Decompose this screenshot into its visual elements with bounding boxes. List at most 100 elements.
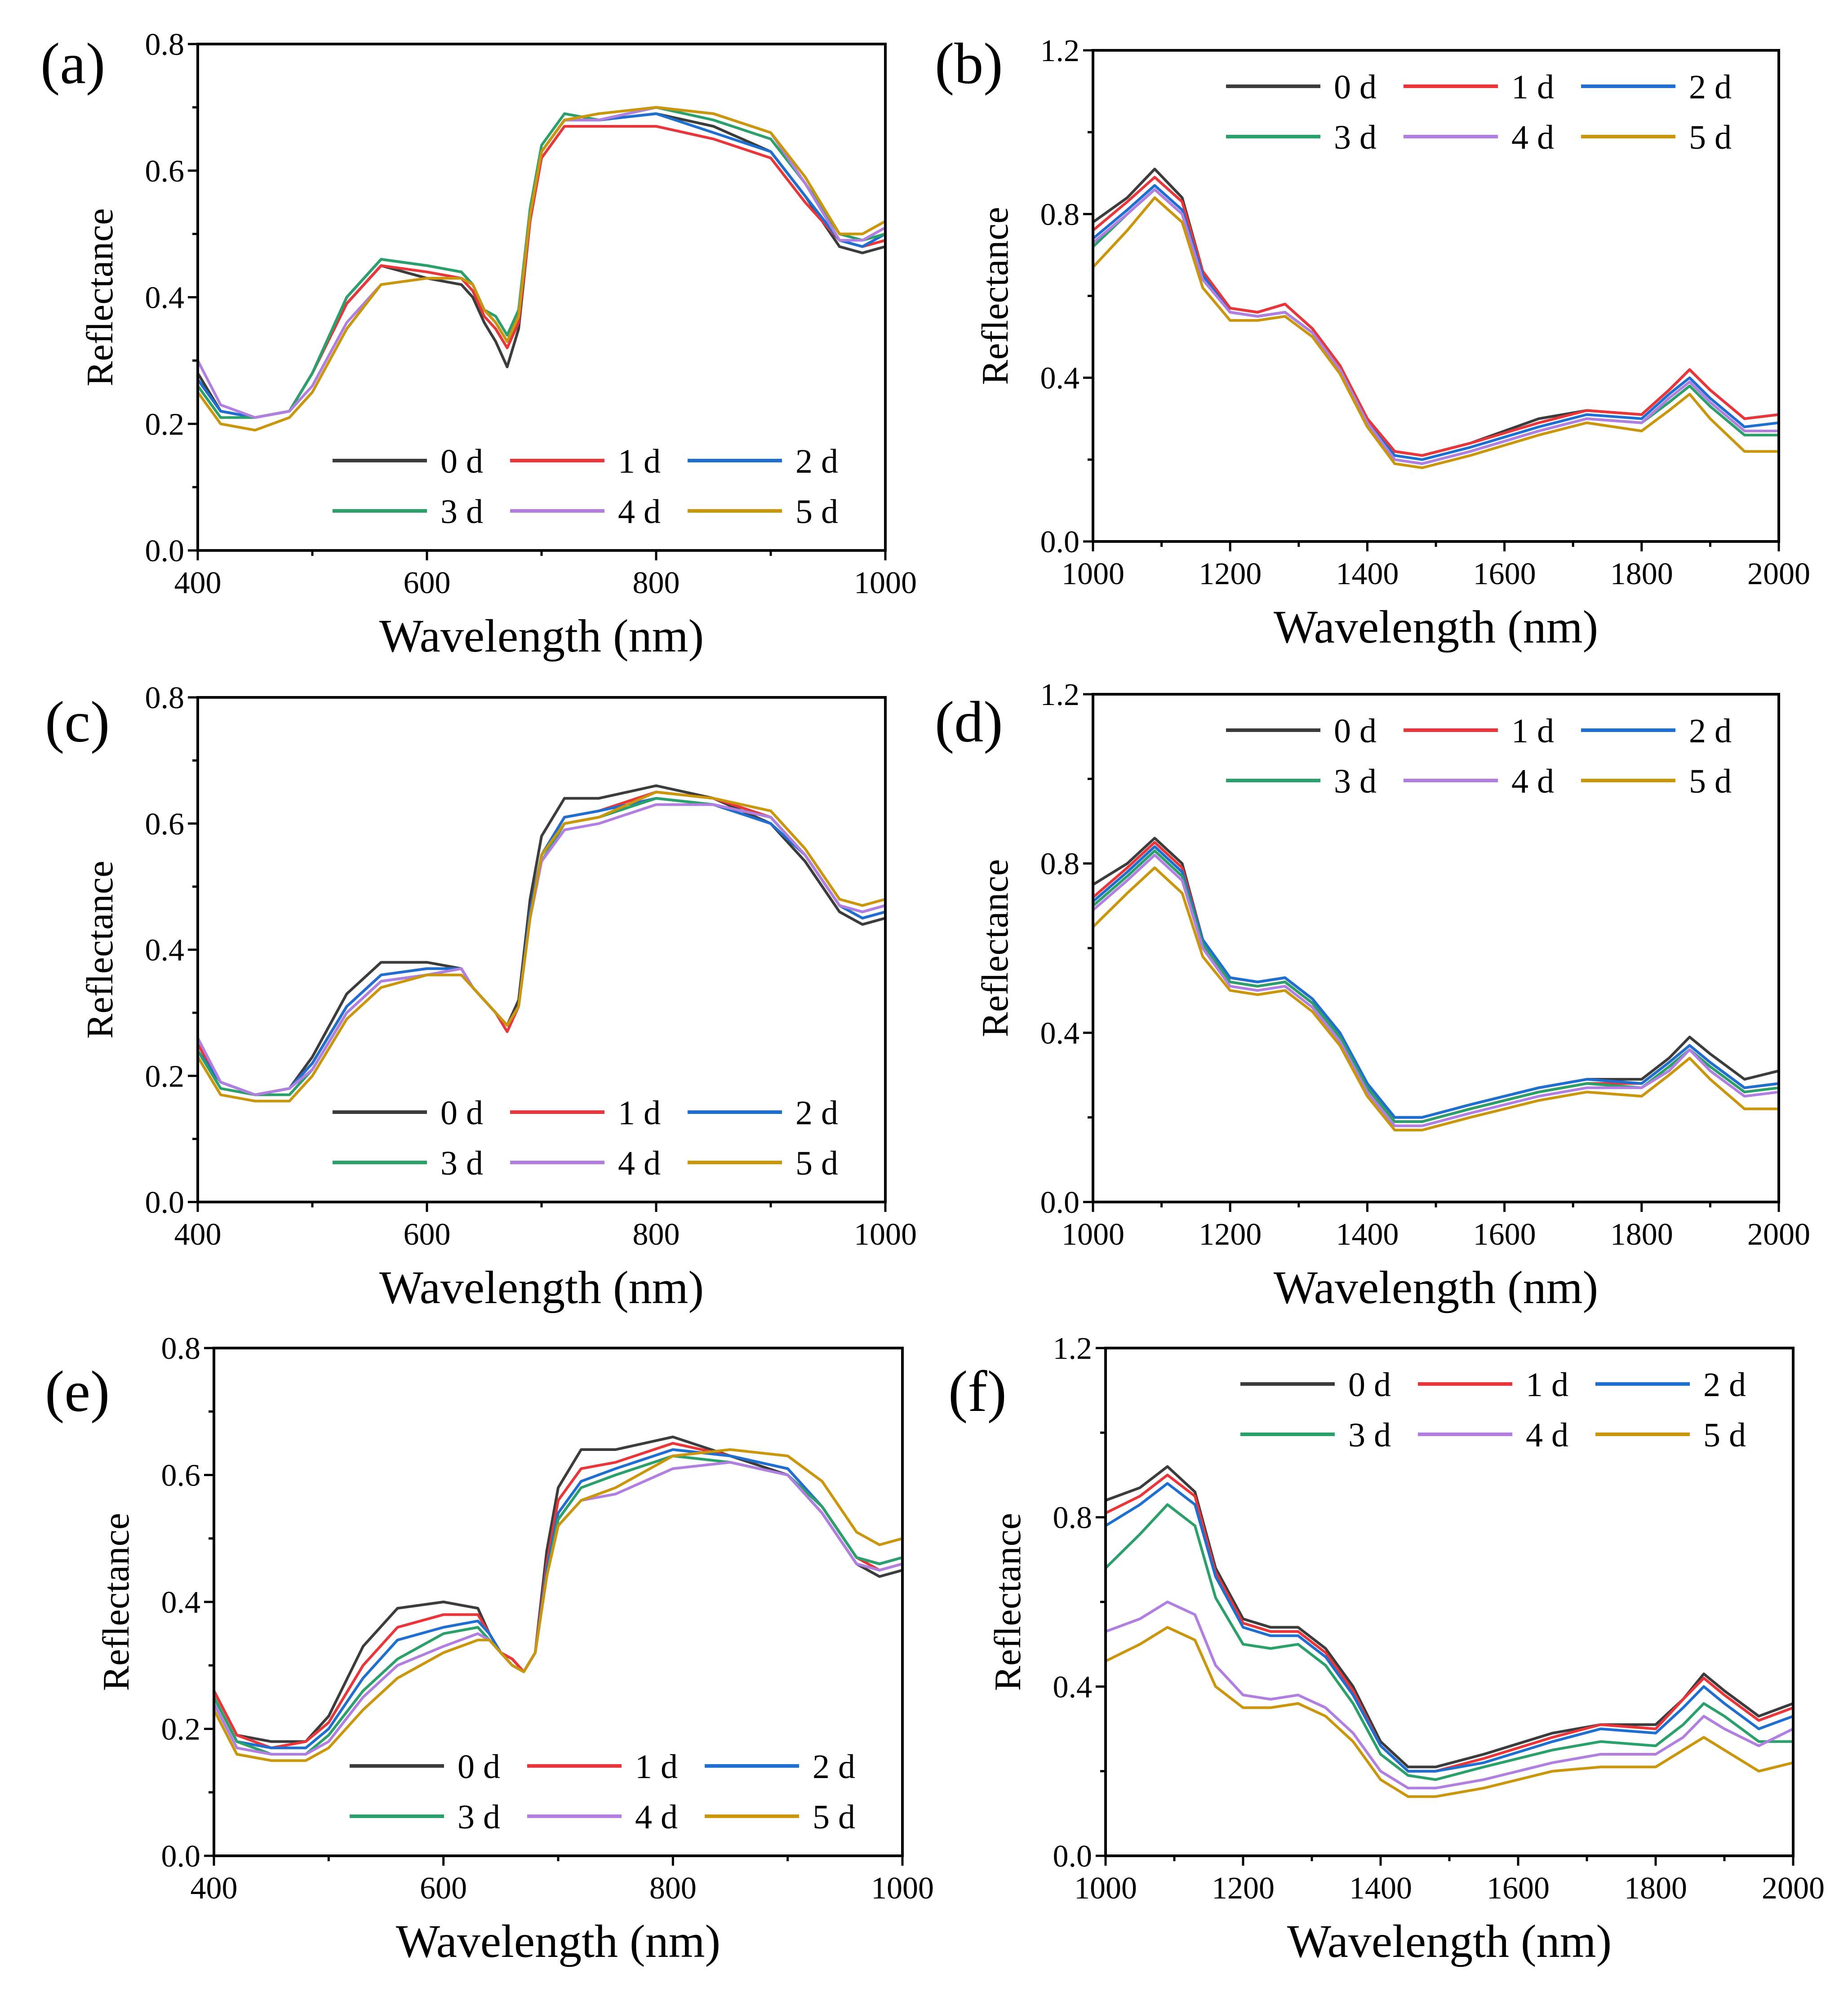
legend-label: 5 d	[1689, 119, 1732, 156]
x-tick-label: 1800	[1610, 1217, 1673, 1252]
legend-label: 0 d	[440, 443, 483, 480]
series-line-5d	[198, 790, 885, 1103]
legend-label: 4 d	[618, 493, 661, 531]
y-tick-label: 0.6	[145, 807, 185, 842]
series-line-3d	[1106, 1503, 1793, 1781]
x-axis-title: Wavelength (nm)	[1274, 601, 1598, 653]
legend-label: 1 d	[1526, 1366, 1568, 1404]
legend-label: 2 d	[795, 443, 838, 480]
legend: 0 d 1 d 2 d 3 d 4 d 5 d	[333, 443, 838, 531]
chart-panel-f: (f) 1000 1200 1400 1600 1800 2000 0.0 0.4 0.8 1.2 W…	[948, 1331, 1825, 1967]
series-group	[214, 1435, 902, 1762]
panel-label: (f)	[948, 1359, 1007, 1424]
x-tick-label: 1400	[1336, 557, 1399, 591]
legend-label: 3 d	[440, 1144, 483, 1182]
legend: 0 d 1 d 2 d 3 d 4 d 5 d	[333, 1094, 838, 1182]
legend-label: 0 d	[1334, 68, 1377, 106]
plot-frame	[213, 1347, 904, 1857]
x-tick-label: 1200	[1199, 557, 1262, 591]
plot-frame	[1092, 49, 1780, 543]
legend-label: 1 d	[618, 443, 661, 480]
legend-label: 1 d	[635, 1748, 678, 1786]
chart-panel-d: (d) 1000 1200 1400 1600 1800 2000 0.0 0.4 0.8 1.2 W…	[935, 678, 1810, 1313]
series-line-5d	[1093, 866, 1779, 1131]
series-line-2d	[1106, 1482, 1793, 1773]
legend-label: 5 d	[813, 1798, 855, 1836]
x-tick-label: 600	[420, 1871, 467, 1906]
x-tick-label: 2000	[1762, 1871, 1825, 1906]
series-line-4d	[1093, 188, 1779, 465]
legend-label: 4 d	[635, 1798, 678, 1836]
chart-panel-a: (a) 400 600 800 1000 0.0 0.2 0.4 0.6 0.8 Wavelengt…	[40, 27, 917, 662]
legend-label: 3 d	[1348, 1416, 1391, 1454]
x-tick-label: 800	[633, 1217, 680, 1252]
legend-label: 0 d	[440, 1094, 483, 1132]
x-tick-label: 400	[191, 1871, 238, 1906]
x-axis-title: Wavelength (nm)	[379, 610, 704, 662]
y-tick-label: 1.2	[1040, 678, 1080, 712]
x-axis-title: Wavelength (nm)	[396, 1916, 720, 1967]
y-tick-label: 0.2	[145, 1059, 185, 1094]
y-tick-label: 0.0	[145, 534, 185, 568]
series-line-5d	[198, 106, 885, 432]
y-tick-label: 0.8	[1040, 197, 1080, 232]
x-tick-label: 1600	[1473, 557, 1536, 591]
legend-label: 1 d	[618, 1094, 661, 1132]
y-tick-label: 0.6	[145, 154, 185, 189]
legend-label: 3 d	[440, 493, 483, 531]
legend-label: 0 d	[1334, 712, 1377, 750]
legend-label: 2 d	[795, 1094, 838, 1132]
x-tick-label: 1000	[1062, 557, 1124, 591]
series-line-3d	[1093, 849, 1779, 1123]
series-line-5d	[1093, 196, 1779, 469]
series-line-1d	[1106, 1473, 1793, 1773]
y-tick-label: 0.0	[1053, 1839, 1093, 1874]
chart-panel-e: (e) 400 600 800 1000 0.0 0.2 0.4 0.6 0.8 Wavelengt…	[45, 1331, 934, 1967]
legend-label: 2 d	[1689, 68, 1732, 106]
panel-label: (d)	[935, 690, 1003, 754]
x-axis-title: Wavelength (nm)	[379, 1262, 704, 1313]
legend-label: 5 d	[795, 493, 838, 531]
y-tick-label: 0.8	[1053, 1501, 1093, 1535]
x-tick-label: 1400	[1349, 1871, 1412, 1906]
y-tick-label: 0.8	[145, 27, 185, 62]
plot-frame	[1104, 1347, 1795, 1857]
x-tick-label: 800	[649, 1871, 697, 1906]
plot-frame	[196, 43, 887, 552]
legend-label: 5 d	[1689, 763, 1732, 800]
panel-label: (b)	[935, 31, 1003, 96]
series-line-3d	[1093, 188, 1779, 465]
chart-panel-c: (c) 400 600 800 1000 0.0 0.2 0.4 0.6 0.8 Wavelengt…	[45, 681, 917, 1313]
series-line-2d	[1093, 845, 1779, 1119]
legend-label: 4 d	[1511, 119, 1554, 156]
legend-label: 3 d	[458, 1798, 500, 1836]
y-tick-label: 0.0	[1040, 1185, 1080, 1220]
legend-label: 5 d	[1703, 1416, 1746, 1454]
legend-label: 5 d	[795, 1144, 838, 1182]
legend-label: 4 d	[1511, 763, 1554, 800]
y-tick-label: 0.4	[1040, 361, 1080, 396]
panel-label: (e)	[45, 1359, 110, 1424]
y-tick-label: 0.2	[161, 1712, 201, 1747]
y-axis-title: Reflectance	[95, 1513, 137, 1691]
series-line-3d	[198, 106, 885, 419]
y-axis-title: Reflectance	[987, 1513, 1029, 1691]
x-axis-title: Wavelength (nm)	[1287, 1916, 1612, 1967]
x-tick-label: 1000	[854, 1217, 917, 1252]
series-group	[1106, 1465, 1793, 1798]
series-line-5d	[1106, 1626, 1793, 1798]
y-tick-label: 0.4	[1053, 1670, 1093, 1704]
legend-label: 2 d	[1689, 712, 1732, 750]
x-tick-label: 2000	[1747, 1217, 1810, 1252]
series-line-0d	[1093, 837, 1779, 1119]
series-group	[198, 784, 885, 1103]
legend-label: 1 d	[1511, 68, 1554, 106]
y-tick-label: 0.8	[145, 681, 185, 715]
y-tick-label: 0.8	[161, 1331, 201, 1366]
legend: 0 d 1 d 2 d 3 d 4 d 5 d	[1226, 712, 1732, 800]
panel-label: (c)	[45, 690, 110, 754]
legend: 0 d 1 d 2 d 3 d 4 d 5 d	[1226, 68, 1732, 156]
legend-label: 4 d	[1526, 1416, 1568, 1454]
y-tick-label: 0.4	[1040, 1016, 1080, 1051]
